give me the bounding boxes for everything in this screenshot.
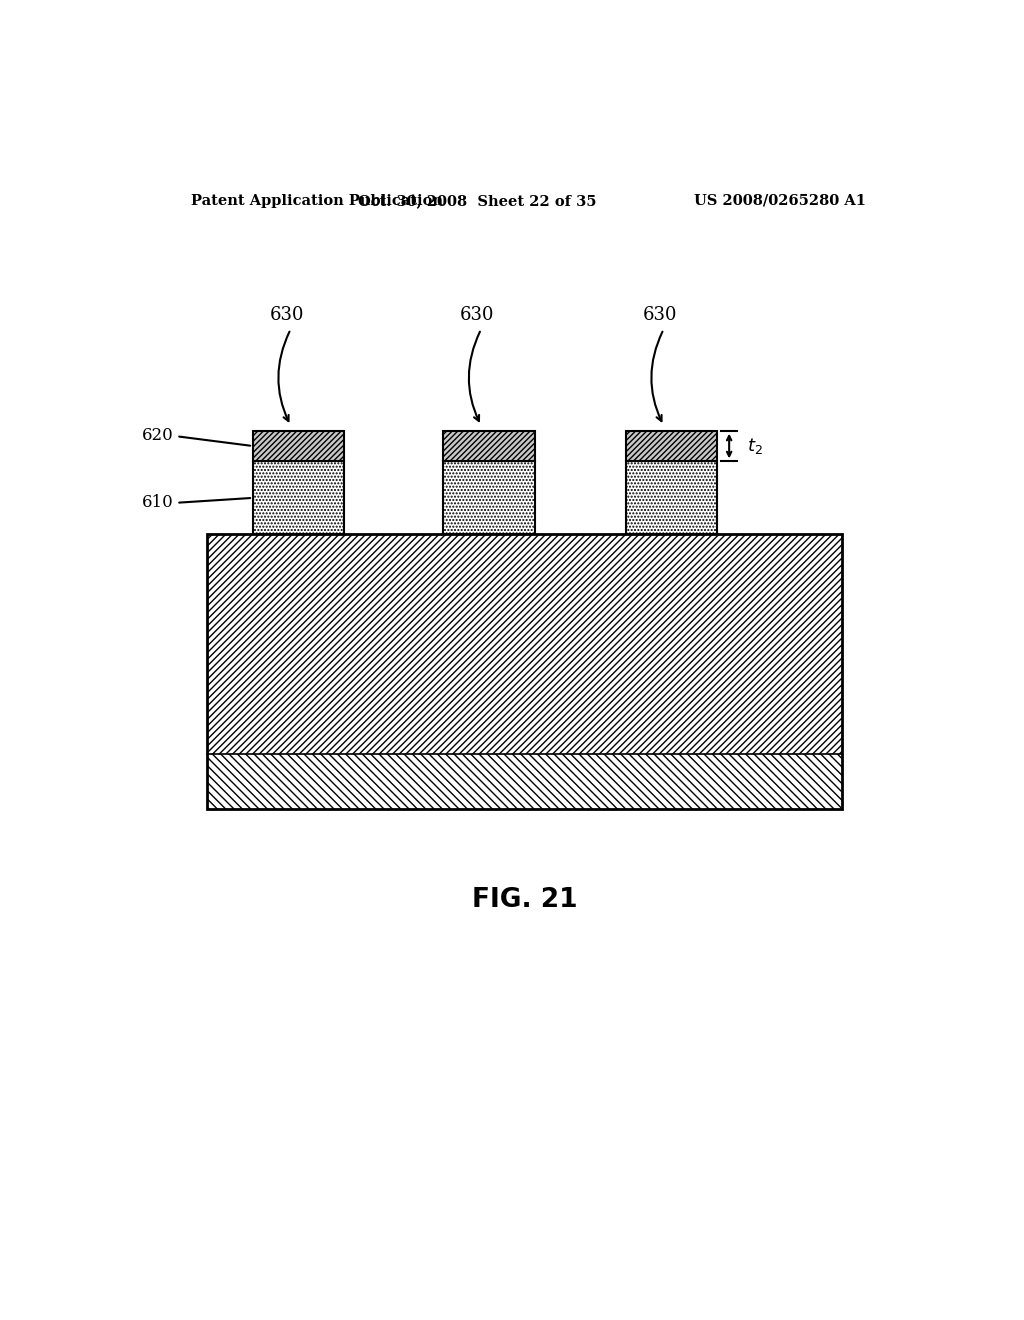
Text: 630: 630 [460,306,495,325]
Bar [207,535,843,754]
Text: 610: 610 [142,495,250,511]
Bar [626,461,717,535]
Text: $t_2$: $t_2$ [746,436,763,455]
Text: US 2008/0265280 A1: US 2008/0265280 A1 [694,194,866,209]
Text: FIG. 21: FIG. 21 [472,887,578,913]
Bar [207,754,843,809]
Text: Oct. 30, 2008  Sheet 22 of 35: Oct. 30, 2008 Sheet 22 of 35 [358,194,596,209]
Text: 620: 620 [142,428,250,446]
Text: 630: 630 [269,306,304,325]
Text: 630: 630 [642,306,677,325]
Bar [626,430,717,461]
Bar [443,461,535,535]
Bar [253,461,344,535]
Text: Patent Application Publication: Patent Application Publication [191,194,443,209]
Bar [443,430,535,461]
Bar [253,430,344,461]
Bar [207,535,843,809]
